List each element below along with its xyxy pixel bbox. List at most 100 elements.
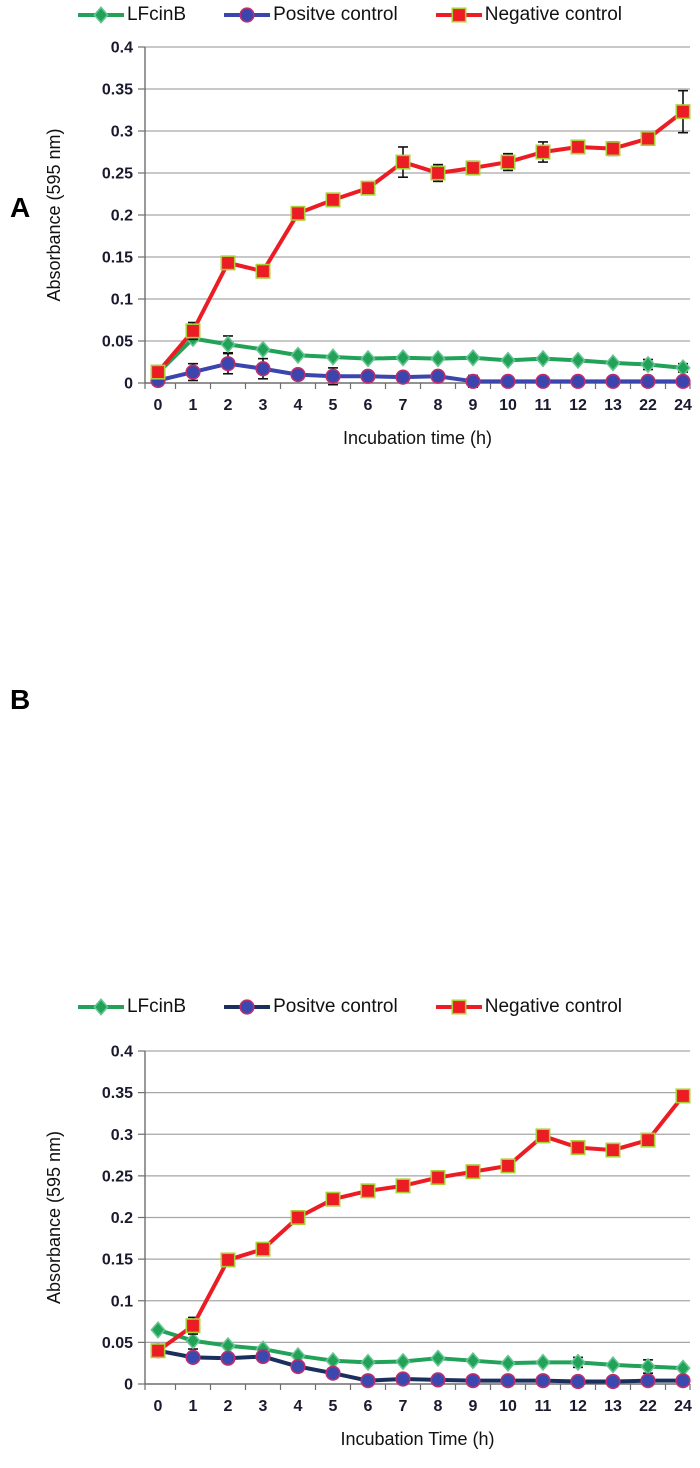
y-tick-label: 0.4 [111,1044,133,1061]
data-point [675,1088,691,1104]
circle-legend-icon [224,999,271,1015]
panel-label-a: A [10,192,31,223]
y-tick-label: 0.4 [111,40,133,57]
data-point [605,1373,621,1390]
panel-a: LFcinB Positve control Negative control … [0,0,700,474]
data-point [570,139,586,155]
y-tick-label: 0.3 [111,124,133,141]
data-point [239,999,255,1015]
data-point [640,131,656,147]
x-tick-label: 0 [154,397,163,414]
data-point [500,1373,516,1389]
data-point [570,351,586,370]
data-point [535,1373,551,1389]
data-point [360,1373,376,1389]
panel-b: LFcinB Positve control Negative control … [0,494,700,1449]
y-axis-title: Absorbance (595 nm) [44,1131,64,1304]
data-point [500,1158,516,1174]
x-tick-label: 5 [329,1398,338,1415]
legend-label: Negative control [484,996,623,1017]
data-point [325,1365,341,1381]
data-point [465,1373,481,1389]
x-tick-label: 4 [294,1398,303,1415]
data-point [500,154,516,170]
x-tick-label: 3 [259,397,268,414]
y-tick-label: 0.2 [111,1210,133,1227]
data-point [465,1164,481,1180]
y-tick-label: 0.25 [102,166,133,183]
data-point [675,359,691,377]
y-tick-label: 0.05 [102,334,133,351]
chart-plot-b: 00.050.10.150.20.250.30.350.40 1 2 3 4 5 6 7 8 9 1… [44,1044,692,1450]
data-point [150,364,166,380]
data-point [430,1170,446,1186]
data-point [570,373,586,389]
y-tick-label: 0.25 [102,1168,133,1185]
data-point [535,144,551,160]
series-line [156,109,685,375]
x-tick-label: 13 [604,397,622,414]
y-tick-label: 0.1 [111,1293,133,1310]
y-tick-label: 0 [124,1377,133,1394]
legend-label: Positve control [273,996,398,1017]
data-point [185,323,201,339]
data-point [451,999,467,1015]
series-line [156,336,685,375]
x-tick-label: 12 [569,1398,587,1415]
data-point [185,1331,201,1350]
legend-item-positive-control: Positve control [224,996,398,1018]
data-point [290,346,306,365]
data-point [93,998,109,1016]
data-point [500,351,516,370]
legend-label: LFcinB [126,996,187,1017]
data-point [675,373,691,389]
data-point [500,1354,516,1373]
y-tick-label: 0.2 [111,208,133,225]
x-tick-label: 1 [189,397,198,414]
x-axis-title: Incubation Time (h) [340,1429,494,1449]
diamond-legend-icon [77,998,124,1016]
x-tick-label: 12 [569,397,587,414]
data-point [535,373,551,389]
circle-legend-icon [224,7,271,23]
y-tick-label: 0.15 [102,250,133,267]
data-point [360,1183,376,1199]
data-point [465,373,481,389]
x-tick-label: 10 [499,1398,517,1415]
x-tick-label: 2 [224,397,233,414]
data-point [220,356,236,372]
y-axis-title: Absorbance (595 nm) [44,128,64,301]
y-tick-label: 0.05 [102,1335,133,1352]
data-point [255,1348,271,1365]
legend-label: Negative control [484,4,623,25]
series-circle [150,352,691,389]
data-point [255,1241,271,1257]
data-point [395,1352,411,1371]
data-point [220,1350,236,1366]
data-point [93,6,109,24]
data-point [150,1343,166,1359]
data-point [605,1356,621,1374]
data-point [150,1321,166,1339]
x-tick-label: 2 [224,1398,233,1415]
data-point [395,1178,411,1194]
y-tick-label: 0.35 [102,1085,133,1102]
data-point [535,1353,551,1372]
data-point [325,348,341,366]
y-tick-label: 0 [124,376,133,393]
x-tick-label: 4 [294,397,303,414]
data-point [185,364,201,380]
x-tick-label: 8 [434,397,443,414]
legend: LFcinB Positve control Negative control [0,4,700,26]
data-point [290,367,306,383]
series-line [156,1327,685,1371]
x-tick-label: 0 [154,1398,163,1415]
x-tick-label: 11 [535,397,552,414]
x-tick-label: 3 [259,1398,268,1415]
legend-item-positive-control: Positve control [224,4,398,26]
x-tick-label: 6 [364,397,373,414]
data-point [325,1191,341,1207]
legend-label: LFcinB [126,4,187,25]
data-point [570,1373,586,1390]
y-tick-label: 0.3 [111,1127,133,1144]
